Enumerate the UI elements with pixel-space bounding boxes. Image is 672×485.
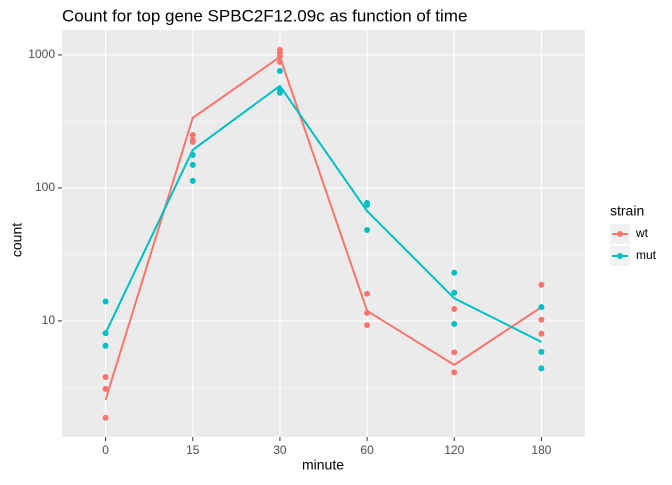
series-line	[104, 84, 542, 343]
data-point	[451, 289, 458, 296]
y-tick-label: 100	[35, 180, 55, 194]
data-point	[451, 320, 458, 327]
data-point	[102, 385, 109, 392]
data-point	[364, 290, 371, 297]
data-point	[364, 322, 371, 329]
data-point	[189, 132, 196, 139]
data-point	[364, 226, 371, 233]
data-point	[451, 269, 458, 276]
y-tick-label: 1000	[28, 47, 55, 61]
data-point	[102, 330, 109, 337]
data-point	[276, 68, 283, 75]
data-point	[538, 316, 545, 323]
legend-point	[617, 253, 623, 259]
legend-point	[617, 231, 623, 237]
data-point	[189, 138, 196, 145]
series-line	[104, 55, 542, 401]
x-tick-label: 15	[186, 443, 200, 457]
data-point	[364, 201, 371, 208]
data-point	[538, 330, 545, 337]
legend-title: strain	[610, 203, 644, 219]
data-point	[102, 414, 109, 421]
data-point	[102, 342, 109, 349]
data-point	[364, 309, 371, 316]
data-point	[451, 349, 458, 356]
x-tick-label: 180	[531, 443, 551, 457]
data-point	[451, 305, 458, 312]
data-point	[538, 365, 545, 372]
x-tick-label: 0	[102, 443, 109, 457]
x-tick-label: 30	[273, 443, 287, 457]
data-point	[538, 304, 545, 311]
data-point	[538, 348, 545, 355]
data-point	[451, 369, 458, 376]
x-tick-label: 120	[444, 443, 464, 457]
data-point	[189, 177, 196, 184]
data-point	[189, 161, 196, 168]
data-point	[276, 58, 283, 65]
data-point	[102, 298, 109, 305]
x-tick-label: 60	[360, 443, 374, 457]
chart-title: Count for top gene SPBC2F12.09c as funct…	[62, 6, 467, 25]
plot-background	[62, 30, 585, 437]
data-point	[276, 89, 283, 96]
data-point	[276, 53, 283, 60]
legend-label: mut	[636, 248, 657, 262]
legend-label: wt	[635, 226, 649, 240]
y-axis-label: count	[9, 223, 25, 257]
data-point	[189, 151, 196, 158]
x-axis-label: minute	[302, 457, 344, 473]
data-point	[102, 373, 109, 380]
y-tick-label: 10	[42, 313, 56, 327]
data-point	[538, 281, 545, 288]
